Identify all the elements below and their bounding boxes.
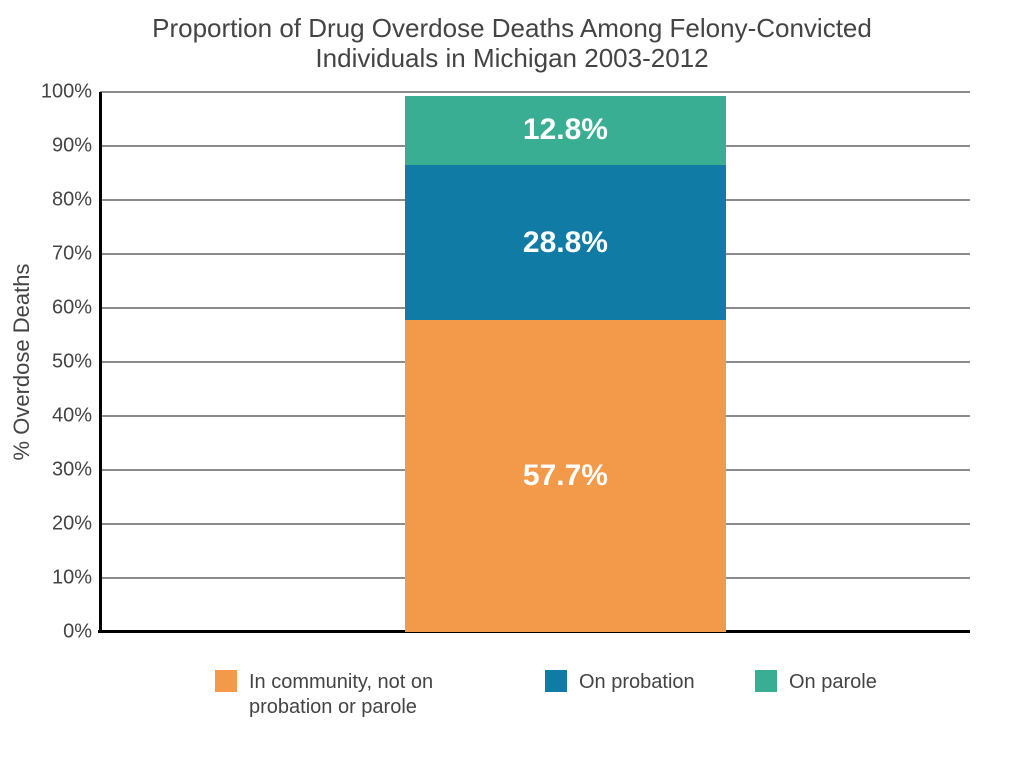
bar-segment-probation: 28.8% [405,165,727,321]
chart-container: Proportion of Drug Overdose Deaths Among… [0,0,1024,768]
y-tick-label: 80% [52,189,100,212]
plot-area: 0%10%20%30%40%50%60%70%80%90%100% 57.7%2… [100,92,970,632]
legend-label-probation: On probation [579,670,695,695]
y-tick-label: 40% [52,405,100,428]
legend-item-parole: On parole [755,670,915,695]
y-tick-label: 0% [63,621,100,644]
legend-label-parole: On parole [789,670,877,695]
y-tick-label: 70% [52,243,100,266]
chart-title-line1: Proportion of Drug Overdose Deaths Among… [0,14,1024,44]
gridline [100,91,970,93]
y-tick-label: 90% [52,135,100,158]
legend-item-probation: On probation [545,670,725,695]
legend-swatch-parole [755,670,777,692]
legend-swatch-community [215,670,237,692]
y-tick-label: 30% [52,459,100,482]
y-tick-label: 10% [52,567,100,590]
y-axis-label: % Overdose Deaths [9,264,35,461]
bar-segment-community: 57.7% [405,320,727,632]
y-tick-label: 20% [52,513,100,536]
legend-swatch-probation [545,670,567,692]
y-tick-label: 50% [52,351,100,374]
chart-title: Proportion of Drug Overdose Deaths Among… [0,14,1024,74]
stacked-bar: 57.7%28.8%12.8% [405,96,727,632]
bar-segment-parole: 12.8% [405,96,727,165]
chart-title-line2: Individuals in Michigan 2003-2012 [0,44,1024,74]
y-tick-label: 60% [52,297,100,320]
y-tick-label: 100% [41,81,100,104]
legend-item-community: In community, not onprobation or parole [215,670,475,720]
legend-label-community: In community, not onprobation or parole [249,670,433,720]
